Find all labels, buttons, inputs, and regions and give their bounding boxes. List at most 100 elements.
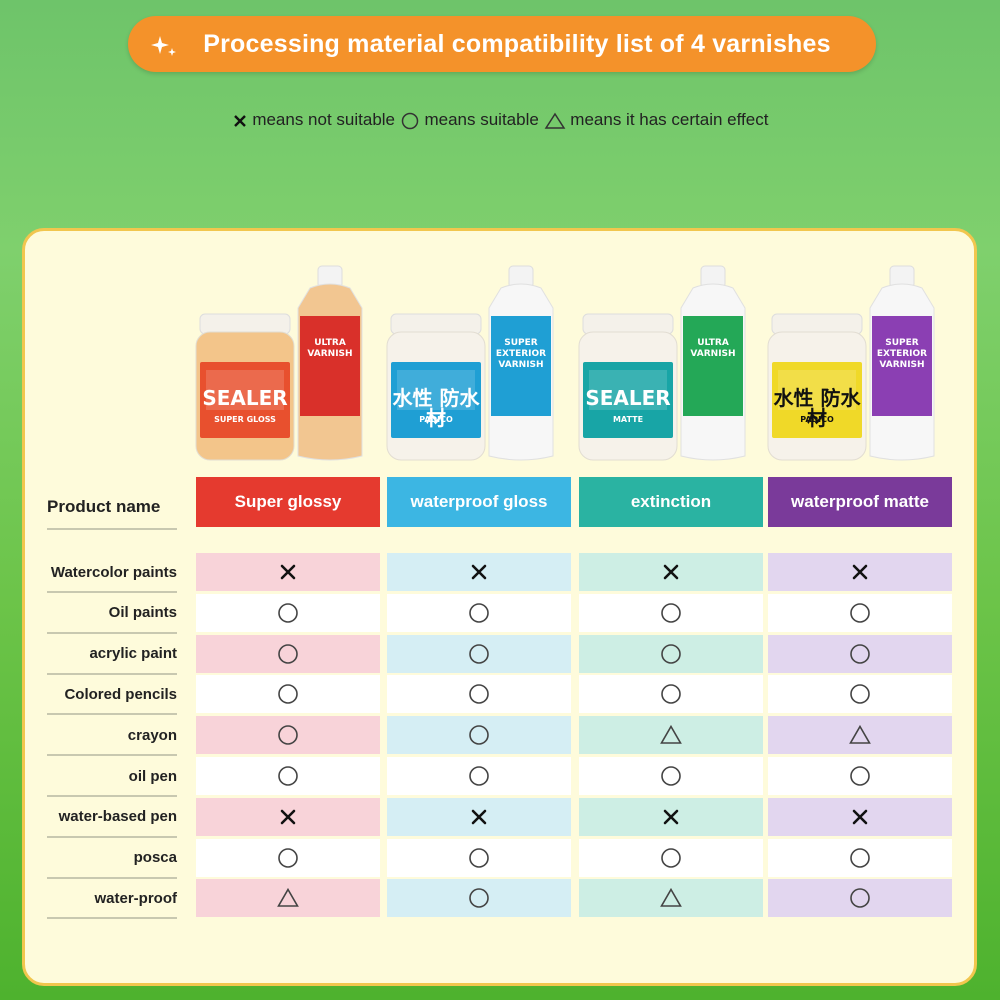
triangle-icon [849,725,871,744]
circle-icon [278,847,298,868]
table-cell [387,879,571,918]
circle-icon [850,888,870,909]
table-cell [387,838,571,877]
table-cell [768,838,952,877]
table-cell [196,716,380,755]
table-cell [768,797,952,836]
circle-icon [469,888,489,909]
table-cell [196,757,380,795]
table-cell [387,797,571,836]
table-cell [387,675,571,714]
legend: means not suitable means suitable means … [0,110,1000,131]
row-label: Oil paints [47,593,177,634]
circle-icon [401,112,418,129]
triangle-icon [660,725,682,744]
table-cell [768,675,952,714]
row-label: Colored pencils [47,674,177,716]
row-label: posca [47,838,177,879]
circle-icon [278,684,298,705]
column-header: Super glossy [196,477,380,527]
circle-icon [278,643,298,664]
circle-icon [661,684,681,705]
circle-icon [850,602,870,623]
legend-suitable: means suitable [424,110,539,129]
circle-icon [661,766,681,786]
table-cell [387,634,571,673]
circle-icon [661,847,681,868]
circle-icon [469,602,489,623]
bottle-label: ULTRA VARNISH [690,338,736,359]
row-label: acrylic paint [47,634,177,675]
jar-label: 水性 防水材 [773,386,861,430]
table-cell [196,838,380,877]
row-label: water-proof [47,878,177,920]
legend-some-effect: means it has certain effect [570,110,769,129]
circle-icon [850,643,870,664]
circle-icon [469,643,489,664]
table-cell [387,553,571,591]
cross-icon [852,809,868,825]
page-title: Processing material compatibility list o… [203,29,831,58]
circle-icon [850,684,870,705]
cross-icon [852,564,868,580]
table-cell [579,716,763,755]
circle-icon [278,602,298,623]
table-cell [196,634,380,673]
table-cell [387,757,571,795]
bottle-label: ULTRA VARNISH [307,338,353,359]
jar-sublabel: MATTE [612,415,644,424]
table-cell [579,634,763,673]
row-label: oil pen [47,756,177,797]
circle-icon [850,766,870,786]
product-bottles [386,265,554,461]
table-cell [196,675,380,714]
circle-icon [469,847,489,868]
circle-icon [661,643,681,664]
product-bottles [195,265,363,461]
title-banner: Processing material compatibility list o… [128,16,876,72]
table-cell [768,879,952,918]
table-cell [196,553,380,591]
table-cell [768,757,952,795]
circle-icon [850,847,870,868]
cross-icon [280,564,296,580]
table-cell [387,593,571,632]
header-divider [47,528,177,530]
cross-icon [663,809,679,825]
table-cell [579,879,763,918]
cross-icon [471,809,487,825]
row-label: crayon [47,715,177,757]
column-header: waterproof gloss [387,477,571,527]
sparkle-icon [151,36,176,56]
jar-label: SEALER [202,386,288,410]
product-bottles [578,265,746,461]
bottle-label: SUPER EXTERIOR VARNISH [876,338,928,370]
table-cell [196,797,380,836]
triangle-icon [277,888,299,908]
table-cell [196,879,380,918]
cross-icon [663,564,679,580]
circle-icon [469,725,489,745]
column-header: waterproof matte [768,477,952,527]
table-cell [579,675,763,714]
table-cell [768,553,952,591]
table-cell [579,757,763,795]
table-cell [768,634,952,673]
jar-label: 水性 防水材 [392,386,480,430]
table-cell [196,593,380,632]
table-cell [579,838,763,877]
cross-icon [280,809,296,825]
table-cell [579,593,763,632]
jar-sublabel: SUPER GLOSS [214,415,276,424]
circle-icon [661,602,681,623]
row-label: water-based pen [47,797,177,838]
product-bottles [767,265,935,461]
cross-icon [233,114,246,127]
circle-icon [469,684,489,705]
jar-label: SEALER [585,386,671,410]
product-name-header: Product name [47,497,161,516]
bottle-label: SUPER EXTERIOR VARNISH [495,338,547,370]
triangle-icon [660,888,682,908]
row-label: Watercolor paints [47,552,177,593]
legend-not-suitable: means not suitable [252,110,396,129]
